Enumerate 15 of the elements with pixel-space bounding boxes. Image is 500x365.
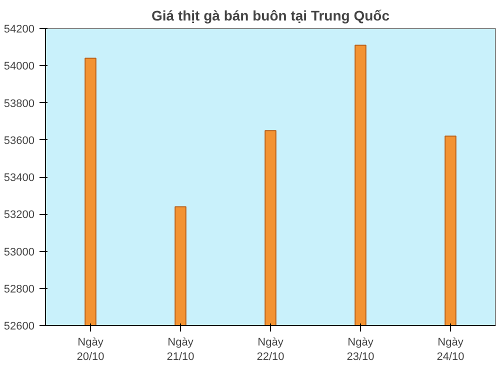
y-tick-label: 53200 (4, 209, 35, 222)
x-tick-label: Ngày 22/10 (256, 336, 284, 363)
y-tick-label: 52800 (4, 283, 35, 296)
chart-title: Giá thịt gà bán buôn tại Trung Quốc (152, 8, 390, 24)
y-tick-label: 54200 (4, 24, 35, 36)
y-tick-label: 53400 (4, 172, 35, 184)
x-tick-label: Ngày 23/10 (346, 336, 374, 363)
y-tick-label: 53800 (4, 98, 35, 110)
y-tick-label: 54000 (4, 60, 35, 73)
x-tick-label: Ngày 20/10 (76, 336, 104, 363)
x-tick-label: Ngày 24/10 (436, 336, 464, 363)
y-tick-label: 52600 (4, 320, 35, 332)
y-tick-label: 53000 (4, 246, 35, 258)
y-tick-label: 53600 (4, 134, 35, 147)
x-tick-label: Ngày 21/10 (166, 336, 194, 363)
